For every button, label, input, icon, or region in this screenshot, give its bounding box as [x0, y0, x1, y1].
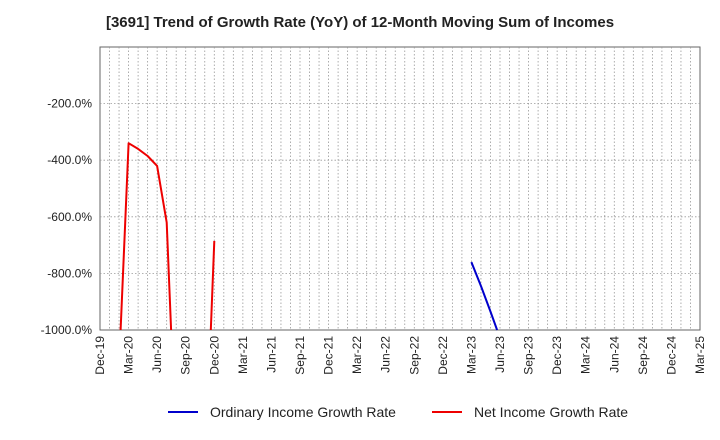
chart-title: [3691] Trend of Growth Rate (YoY) of 12-… [105, 14, 615, 31]
series-line-1 [209, 240, 216, 331]
x-tick-label: Sep-22 [407, 336, 421, 375]
x-tick-label: Mar-25 [693, 336, 707, 374]
legend-item-ordinary-income: Ordinary Income Growth Rate [168, 404, 396, 420]
plot-area [99, 46, 701, 331]
legend-swatch-ordinary-income [168, 411, 198, 413]
x-tick-label: Mar-21 [236, 336, 250, 374]
x-tick-label: Dec-20 [207, 336, 221, 375]
y-tick-label: -800.0% [47, 266, 92, 280]
y-tick-label: -600.0% [47, 210, 92, 224]
x-tick-label: Sep-23 [522, 336, 536, 375]
x-tick-label: Sep-21 [293, 336, 307, 375]
y-tick-label: -200.0% [47, 97, 92, 111]
legend-label-net-income: Net Income Growth Rate [474, 404, 629, 420]
y-tick-label: -400.0% [47, 153, 92, 167]
x-tick-label: Jun-24 [607, 336, 621, 373]
x-gridlines [109, 47, 691, 330]
series-lines [119, 142, 499, 331]
x-tick-label: Dec-19 [93, 336, 107, 375]
x-tick-label: Mar-22 [350, 336, 364, 374]
x-tick-label: Dec-21 [322, 336, 336, 375]
legend-label-ordinary-income: Ordinary Income Growth Rate [210, 404, 396, 420]
x-axis-labels: Dec-19 Mar-20 Jun-20 Sep-20 Dec-20 Mar-21 Jun-… [93, 336, 707, 375]
x-tick-label: Dec-23 [550, 336, 564, 375]
x-tick-label: Jun-23 [493, 336, 507, 373]
x-tick-label: Dec-24 [664, 336, 678, 375]
x-tick-label: Mar-23 [464, 336, 478, 374]
series-line-1 [119, 142, 173, 331]
x-tick-label: Sep-24 [636, 336, 650, 375]
x-tick-label: Sep-20 [179, 336, 193, 375]
y-axis-labels: -200.0% -400.0% -600.0% -800.0% -1000.0% [41, 97, 93, 337]
x-tick-label: Mar-24 [579, 336, 593, 374]
legend-item-net-income: Net Income Growth Rate [432, 404, 628, 420]
x-tick-label: Jun-20 [150, 336, 164, 373]
x-tick-label: Dec-22 [436, 336, 450, 375]
x-tick-label: Jun-22 [379, 336, 393, 373]
x-tick-label: Jun-21 [264, 336, 278, 373]
legend: Ordinary Income Growth Rate Net Income G… [0, 404, 720, 426]
series-line-0 [470, 261, 499, 331]
y-tick-label: -1000.0% [41, 323, 93, 337]
x-tick-label: Mar-20 [122, 336, 136, 374]
legend-swatch-net-income [432, 411, 462, 413]
